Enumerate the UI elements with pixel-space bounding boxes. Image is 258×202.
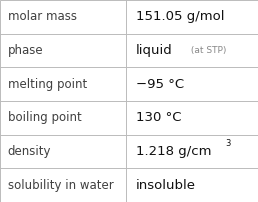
- Text: 3: 3: [225, 139, 231, 147]
- Text: molar mass: molar mass: [8, 10, 77, 23]
- Text: boiling point: boiling point: [8, 111, 82, 124]
- Text: 130 °C: 130 °C: [136, 111, 182, 124]
- Text: liquid: liquid: [136, 44, 173, 57]
- Text: density: density: [8, 145, 51, 158]
- Text: phase: phase: [8, 44, 43, 57]
- Text: (at STP): (at STP): [188, 46, 226, 55]
- Text: insoluble: insoluble: [136, 179, 196, 192]
- Text: solubility in water: solubility in water: [8, 179, 114, 192]
- Text: 151.05 g/mol: 151.05 g/mol: [136, 10, 225, 23]
- Text: −95 °C: −95 °C: [136, 78, 184, 91]
- Text: melting point: melting point: [8, 78, 87, 91]
- Text: 1.218 g/cm: 1.218 g/cm: [136, 145, 212, 158]
